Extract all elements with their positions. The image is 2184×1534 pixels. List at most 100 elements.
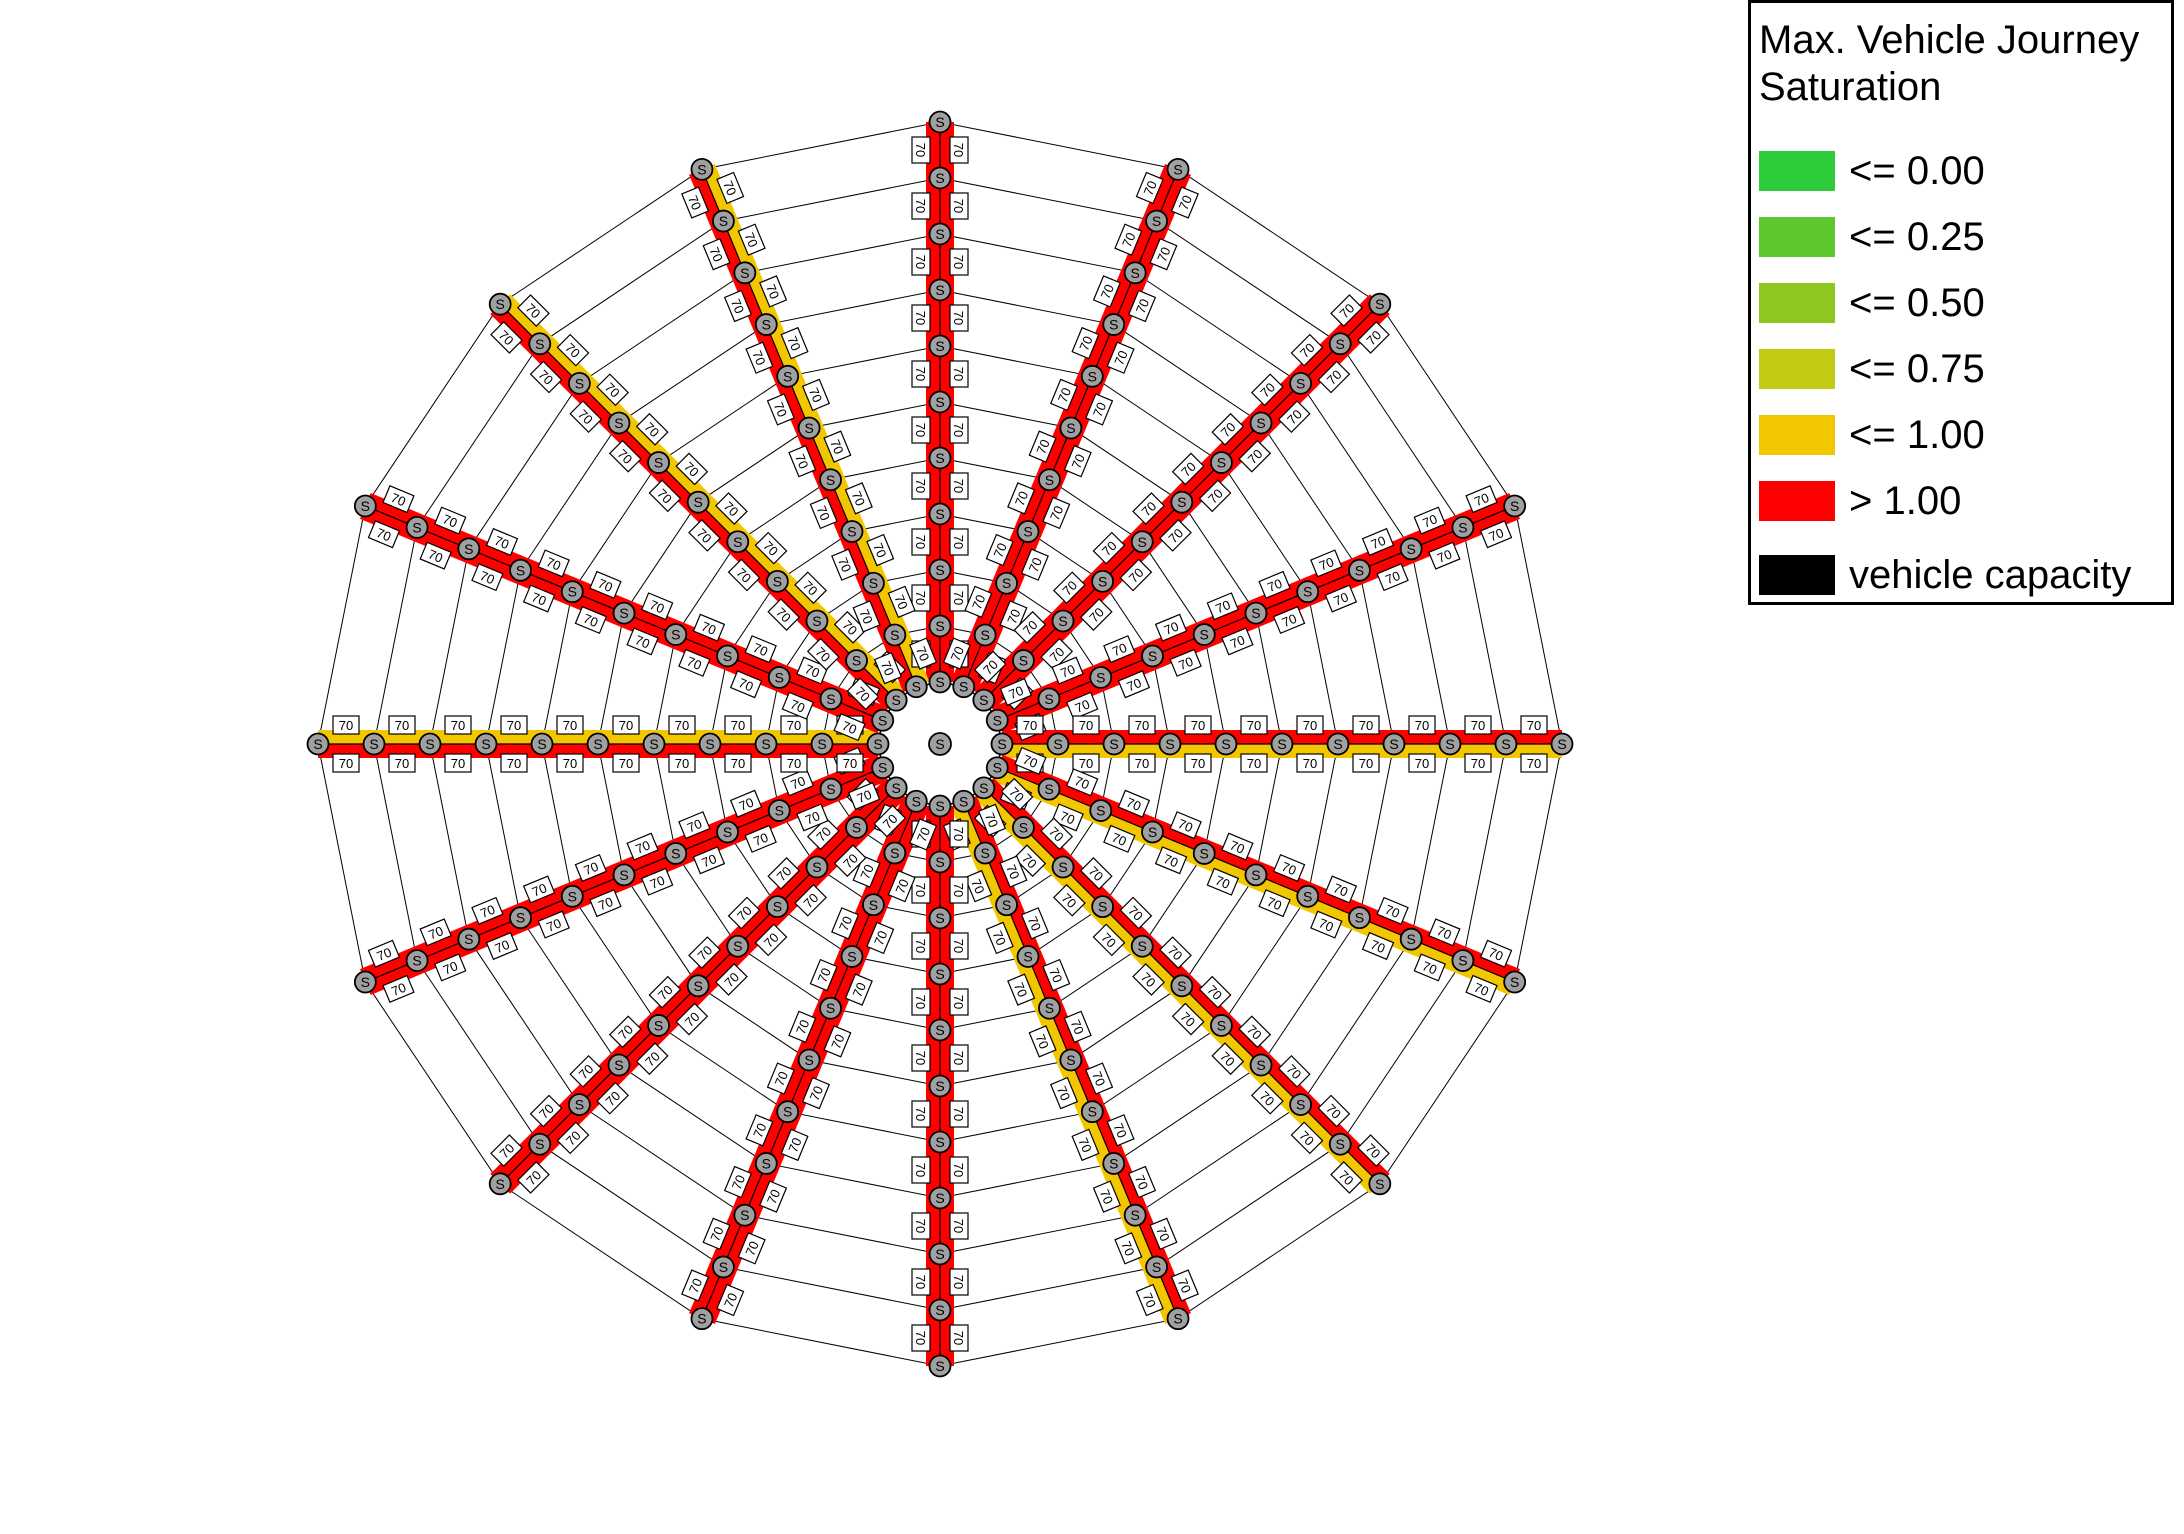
- stop-node: [1192, 842, 1216, 865]
- stop-node: [1326, 732, 1350, 756]
- capacity-label-box: [626, 627, 659, 656]
- stop-node: [928, 278, 952, 302]
- capacity-label-text: 70: [1176, 816, 1195, 835]
- capacity-label-text: 70: [849, 489, 868, 508]
- capacity-label-box: [1240, 753, 1268, 773]
- stop-node: [928, 614, 952, 638]
- capacity-label-box: [999, 855, 1028, 888]
- stop-node: [1270, 732, 1294, 756]
- capacity-label-box: [471, 896, 504, 925]
- capacity-label-text: 70: [969, 592, 988, 611]
- capacity-label: 70: [1063, 444, 1092, 478]
- capacity-label-box: [949, 1268, 969, 1296]
- capacity-label: 70: [724, 753, 752, 773]
- capacity-label-box: [500, 753, 528, 773]
- capacity-label-box: [1092, 923, 1126, 957]
- capacity-label-box: [852, 600, 881, 633]
- capacity-label: 70: [716, 1283, 745, 1317]
- stop-node: [819, 468, 842, 492]
- capacity-label-box: [766, 393, 795, 426]
- capacity-label-text: 70: [1012, 489, 1031, 508]
- stop-node: [1249, 411, 1273, 435]
- stop-node: [928, 906, 952, 930]
- capacity-label-text: 70: [685, 816, 704, 835]
- capacity-label-text: 70: [892, 592, 911, 611]
- stop-node: [1368, 292, 1392, 316]
- stop-label: S: [693, 978, 702, 994]
- capacity-label-box: [626, 832, 659, 861]
- capacity-label: 70: [1119, 558, 1153, 592]
- capacity-label: 70: [367, 939, 401, 968]
- stop-label: S: [773, 573, 782, 589]
- stop-node: [1210, 451, 1233, 474]
- capacity-label-box: [723, 289, 753, 323]
- capacity-label-box: [1063, 1010, 1092, 1044]
- capacity-label-text: 70: [686, 1276, 705, 1295]
- capacity-label-text: 70: [751, 640, 770, 659]
- capacity-label: 70: [419, 541, 452, 570]
- capacity-label-box: [1007, 482, 1036, 515]
- capacity-label: 70: [729, 670, 763, 699]
- capacity-label-box: [873, 804, 907, 838]
- capacity-label: 70: [766, 393, 795, 426]
- capacity-label: 70: [911, 1044, 931, 1072]
- capacity-label-box: [1117, 670, 1151, 699]
- capacity-label: 70: [1413, 506, 1447, 535]
- capacity-label-box: [1240, 715, 1268, 735]
- capacity-label: 70: [1106, 341, 1135, 374]
- capacity-label-text: 70: [951, 1219, 966, 1233]
- capacity-label-text: 70: [1487, 525, 1506, 544]
- capacity-label: 70: [702, 1217, 731, 1251]
- stop-node: [871, 756, 895, 780]
- capacity-label-box: [1290, 1121, 1324, 1155]
- capacity-label-box: [668, 715, 696, 735]
- capacity-label-box: [1357, 1134, 1390, 1167]
- capacity-label-text: 70: [750, 1121, 769, 1140]
- capacity-label-box: [1013, 610, 1047, 644]
- legend-swatch: [1759, 415, 1835, 455]
- stop-node: [1166, 157, 1190, 181]
- capacity-label-box: [681, 186, 710, 219]
- capacity-label-text: 70: [878, 659, 897, 678]
- capacity-label-box: [766, 1062, 795, 1095]
- capacity-label-box: [556, 753, 584, 773]
- legend-item-le-1-00: <= 1.00: [1759, 415, 1985, 455]
- capacity-label: 70: [382, 485, 415, 514]
- capacity-label-text: 70: [493, 937, 512, 956]
- capacity-label: 70: [681, 186, 710, 219]
- capacity-label: 70: [1092, 531, 1126, 565]
- capacity-label: 70: [766, 1062, 795, 1095]
- stop-node: [488, 292, 512, 316]
- capacity-label-text: 70: [892, 877, 911, 896]
- capacity-label-box: [780, 1128, 809, 1162]
- stop-label: S: [361, 498, 370, 514]
- capacity-label-text: 70: [1228, 837, 1247, 856]
- capacity-label-box: [1206, 592, 1240, 621]
- capacity-label: 70: [1071, 326, 1100, 360]
- capacity-label: 70: [737, 1232, 766, 1265]
- capacity-label: 70: [1169, 811, 1202, 840]
- stop-label: S: [1138, 534, 1147, 550]
- capacity-label-text: 70: [1153, 1224, 1172, 1243]
- stop-label: S: [1407, 931, 1416, 947]
- stop-label: S: [1375, 296, 1384, 312]
- capacity-label-text: 70: [951, 995, 966, 1009]
- capacity-label: 70: [949, 988, 969, 1016]
- capacity-label: 70: [999, 600, 1028, 633]
- capacity-label-text: 70: [742, 1239, 761, 1258]
- capacity-label: 70: [1042, 496, 1071, 530]
- capacity-label: 70: [780, 1128, 809, 1162]
- capacity-label-box: [794, 571, 828, 605]
- capacity-label-box: [522, 584, 556, 613]
- capacity-label: 70: [714, 492, 748, 525]
- capacity-label-box: [1408, 753, 1436, 773]
- stop-label: S: [890, 627, 899, 643]
- capacity-label-text: 70: [1033, 437, 1052, 456]
- stop-node: [1166, 1307, 1190, 1331]
- capacity-label-text: 70: [870, 541, 889, 560]
- stop-node: [840, 520, 864, 543]
- stop-node: [995, 571, 1018, 595]
- capacity-label-box: [1206, 867, 1240, 896]
- capacity-label: 70: [648, 975, 682, 1009]
